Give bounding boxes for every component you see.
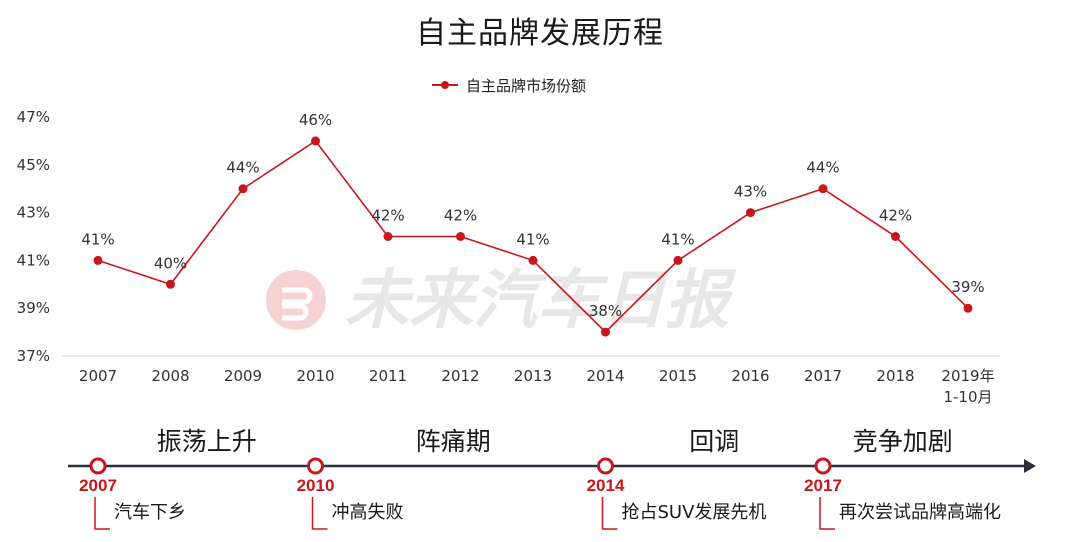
data-point xyxy=(311,136,320,146)
milestone-marker xyxy=(597,457,614,475)
data-label: 41% xyxy=(516,230,549,248)
data-point xyxy=(673,255,683,265)
x-tick-label: 2009 xyxy=(224,367,262,385)
x-tick-label: 2013 xyxy=(514,367,552,385)
data-point xyxy=(601,327,610,337)
data-point xyxy=(963,303,973,313)
data-point xyxy=(383,232,393,241)
timeline-phase-label: 振荡上升 xyxy=(157,427,257,456)
timeline-phase-label: 竞争加剧 xyxy=(853,427,953,456)
data-label: 42% xyxy=(879,207,912,225)
legend-dot-marker xyxy=(441,81,449,89)
data-point xyxy=(818,184,828,194)
milestone-callout-bracket xyxy=(94,497,110,530)
data-point xyxy=(528,255,538,265)
milestone-callout-bracket xyxy=(819,497,835,530)
x-tick-label: 2015 xyxy=(659,367,697,385)
x-tick-label: 2014 xyxy=(586,367,624,385)
milestone-event: 汽车下乡 xyxy=(114,502,186,523)
x-axis: 2007 2008 2009 2010 2011 2012 2013 2014 2015 2016… xyxy=(62,355,1000,406)
milestone-marker xyxy=(814,457,832,475)
legend: 自主品牌市场份额 xyxy=(432,77,586,95)
milestone-year: 2007 xyxy=(79,476,117,495)
x-tick-label: 2008 xyxy=(151,367,189,385)
data-label: 41% xyxy=(81,230,114,248)
milestone-year: 2014 xyxy=(587,476,625,495)
x-tick-label: 2011 xyxy=(369,367,407,385)
timeline-phase-label: 回调 xyxy=(689,427,739,456)
x-tick-label: 2017 xyxy=(804,367,842,385)
chart-title: 自主品牌发展历程 xyxy=(416,16,664,51)
data-label: 46% xyxy=(299,111,332,129)
data-label: 44% xyxy=(806,159,839,177)
milestone-year: 2017 xyxy=(804,476,842,495)
x-tick-label: 2016 xyxy=(731,367,769,385)
x-tick-label: 2010 xyxy=(296,367,334,385)
y-tick-label: 45% xyxy=(17,156,50,174)
y-tick-label: 37% xyxy=(17,347,50,365)
watermark-text: 未来汽车日报 xyxy=(345,264,737,338)
milestone-marker xyxy=(307,457,324,475)
brand-logo-icon xyxy=(266,270,326,330)
data-label: 42% xyxy=(371,207,404,225)
data-label: 42% xyxy=(444,207,477,225)
y-axis: 37% 39% 41% 43% 45% 47% xyxy=(17,108,50,365)
y-tick-label: 41% xyxy=(17,251,50,269)
timeline-arrow-icon xyxy=(1024,459,1036,473)
milestone-marker xyxy=(89,457,107,475)
data-point xyxy=(238,184,248,194)
watermark: 未来汽车日报 xyxy=(266,264,737,338)
milestone-year: 2010 xyxy=(297,476,335,495)
milestone-event: 再次尝试品牌高端化 xyxy=(839,502,1001,523)
data-point xyxy=(746,208,755,218)
timeline: 振荡上升 阵痛期 回调 竞争加剧 2007 汽车下乡 2010 冲高失败 2014 抢占SUV发展… xyxy=(68,427,1036,530)
y-tick-label: 47% xyxy=(17,108,50,126)
data-point xyxy=(166,279,175,289)
data-label: 38% xyxy=(589,302,622,320)
x-tick-label: 2007 xyxy=(79,367,117,385)
x-tick-label: 2018 xyxy=(876,367,914,385)
y-tick-label: 43% xyxy=(17,204,50,222)
x-tick-label: 2019年 1-10月 xyxy=(941,367,994,406)
data-label: 40% xyxy=(154,254,187,272)
milestone-event: 抢占SUV发展先机 xyxy=(622,502,767,523)
data-point xyxy=(93,255,103,265)
milestone-event: 冲高失败 xyxy=(332,502,404,523)
data-label: 43% xyxy=(734,183,767,201)
legend-label: 自主品牌市场份额 xyxy=(466,77,586,95)
data-point xyxy=(891,232,900,241)
timeline-phase-label: 阵痛期 xyxy=(416,427,491,456)
x-tick-label: 2012 xyxy=(441,367,479,385)
data-point xyxy=(456,232,465,241)
y-tick-label: 39% xyxy=(17,299,50,317)
data-label: 39% xyxy=(951,278,984,296)
milestone-callout-bracket xyxy=(601,497,618,530)
series-market-share: 41% 40% 44% 46% 42% 42% 41% 38% 41% 43% 44% 42% 39% xyxy=(81,111,985,337)
data-label: 44% xyxy=(226,159,259,177)
milestone-callout-bracket xyxy=(311,497,328,530)
data-label: 41% xyxy=(661,230,694,248)
